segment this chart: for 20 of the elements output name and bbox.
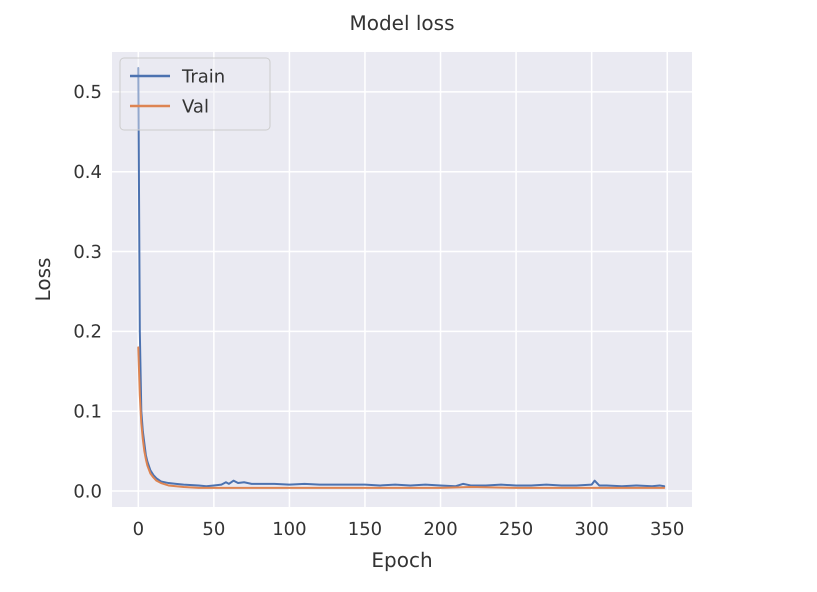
x-tick-label: 0 (132, 519, 144, 540)
x-tick-label: 200 (423, 519, 458, 540)
y-axis-title: Loss (31, 258, 55, 302)
x-tick-label: 300 (574, 519, 609, 540)
x-axis-title: Epoch (371, 548, 433, 572)
legend-label: Val (182, 96, 209, 118)
x-tick-label: 50 (202, 519, 226, 540)
y-tick-label: 0.5 (73, 82, 102, 104)
y-tick-label: 0.1 (73, 402, 102, 423)
chart-title: Model loss (349, 11, 455, 35)
y-tick-label: 0.0 (73, 481, 102, 502)
x-tick-label: 150 (348, 519, 382, 540)
x-tick-label: 350 (650, 519, 684, 540)
x-tick-label: 250 (498, 519, 534, 540)
y-tick-label: 0.3 (73, 242, 102, 263)
y-tick-label: 0.4 (73, 162, 102, 184)
x-tick-label: 100 (272, 519, 307, 540)
line-series (137, 346, 666, 489)
y-tick-label: 0.2 (73, 322, 102, 343)
legend-label: Train (181, 66, 226, 88)
